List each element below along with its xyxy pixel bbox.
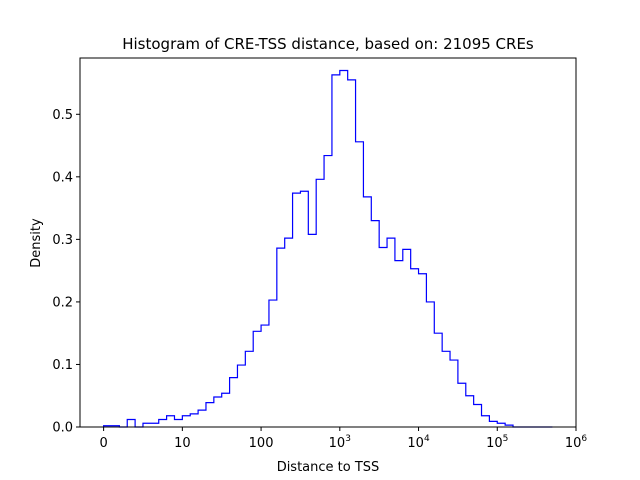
- y-axis-title: Density: [29, 218, 44, 268]
- chart-title: Histogram of CRE-TSS distance, based on:…: [122, 35, 534, 53]
- x-tick-label: 103: [329, 434, 351, 451]
- y-tick-label: 0.0: [52, 421, 73, 436]
- x-tick-exponent: 3: [345, 434, 351, 444]
- x-tick-exponent: 6: [581, 434, 587, 444]
- histogram-step-series: [103, 69, 553, 428]
- plot-area-frame: [79, 57, 577, 428]
- x-tick-exponent: 4: [424, 434, 430, 444]
- x-tick-exponent: 5: [503, 434, 509, 444]
- x-tick-label: 104: [407, 434, 430, 451]
- y-tick-label: 0.4: [52, 170, 73, 185]
- x-tick-label: 106: [565, 434, 588, 451]
- x-tick-label: 100: [249, 436, 274, 451]
- y-tick-label: 0.1: [52, 358, 73, 373]
- y-tick-label: 0.3: [52, 233, 73, 248]
- x-axis-ticks: 0 10 100 103 104 105 106: [99, 427, 587, 451]
- x-tick-label: 105: [486, 434, 508, 451]
- y-tick-label: 0.5: [52, 108, 73, 123]
- x-tick-label: 10: [174, 436, 191, 451]
- x-axis-title: Distance to TSS: [277, 460, 380, 475]
- x-tick-label: 0: [99, 436, 107, 451]
- y-axis-ticks: 0.0 0.1 0.2 0.3 0.4 0.5: [52, 108, 80, 436]
- histogram-step-line: [103, 69, 553, 428]
- y-tick-label: 0.2: [52, 295, 73, 310]
